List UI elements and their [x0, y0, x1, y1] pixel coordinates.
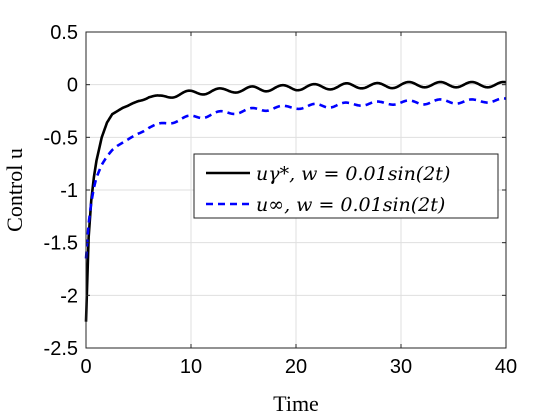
- ticks: 0 10 20 30 40 -2.5 -2 -1.5 -1 -0.5 0 0.5: [44, 22, 518, 378]
- legend-label-series-2: u∞, w = 0.01sin(2t): [256, 194, 445, 216]
- series-line-1: [84, 80, 507, 322]
- legend: uγ*, w = 0.01sin(2t) u∞, w = 0.01sin(2t): [193, 153, 499, 219]
- x-tick-label: 10: [180, 356, 202, 378]
- x-tick-label: 0: [80, 356, 91, 378]
- x-tick-label: 30: [390, 356, 412, 378]
- y-tick-label: -2: [60, 285, 78, 307]
- y-axis-label: Control u: [2, 148, 27, 232]
- series-layer: [84, 80, 507, 322]
- y-tick-label: -2.5: [44, 338, 78, 360]
- legend-box: [193, 153, 499, 219]
- y-tick-label: -0.5: [44, 127, 78, 149]
- y-tick-label: 0: [67, 75, 78, 97]
- y-tick-label: -1: [60, 180, 78, 202]
- x-axis-label: Time: [273, 391, 319, 416]
- x-tick-label: 40: [495, 356, 517, 378]
- series-line-2: [84, 97, 507, 259]
- y-tick-label: 0.5: [50, 22, 78, 44]
- x-tick-label: 20: [285, 356, 307, 378]
- legend-label-series-1: uγ*, w = 0.01sin(2t): [256, 163, 450, 185]
- y-tick-label: -1.5: [44, 233, 78, 255]
